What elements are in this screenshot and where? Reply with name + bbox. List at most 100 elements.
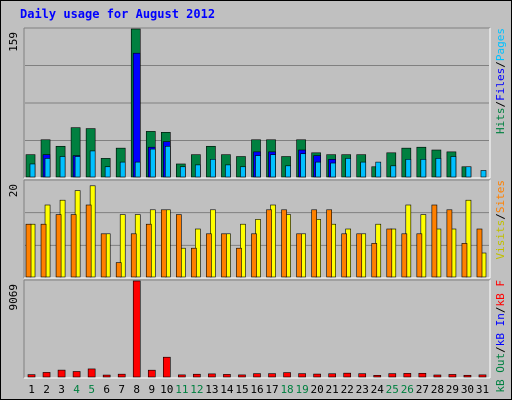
x-tick-label: 15	[235, 383, 248, 396]
bar-sites	[221, 233, 227, 278]
chart-panels: 159 20 9069	[7, 27, 491, 379]
bar-sites	[461, 243, 468, 278]
bar-pages	[59, 156, 66, 178]
bar-sites	[206, 233, 212, 278]
bar-kb	[178, 374, 186, 378]
x-tick-label: 9	[148, 383, 155, 396]
legend-label: /	[494, 307, 507, 314]
x-tick-label: 23	[356, 383, 369, 396]
bar-sites	[341, 233, 348, 278]
bar-pages	[315, 161, 321, 178]
panel-background	[24, 280, 490, 378]
bar-kb	[57, 369, 66, 378]
legend-label-group: Visits/Sites	[494, 180, 507, 260]
x-tick-label: 17	[265, 383, 278, 396]
bar-pages	[149, 148, 156, 178]
bar-pages	[405, 159, 412, 178]
bar-sites	[386, 228, 393, 278]
bar-sites	[251, 233, 257, 278]
bar-visits	[119, 214, 126, 278]
bar-sites	[446, 209, 453, 278]
bar-pages	[300, 153, 306, 178]
bar-kb	[238, 374, 246, 378]
bar-sites	[85, 204, 92, 278]
bar-sites	[70, 214, 77, 278]
legend-label: Hits	[494, 108, 507, 135]
legend-label: Files	[494, 68, 507, 101]
bar-kb	[403, 373, 412, 378]
bar-pages	[164, 145, 171, 178]
x-tick-label: 27	[416, 383, 429, 396]
bar-kb	[162, 356, 171, 378]
bar-kb	[117, 373, 126, 378]
bar-sites	[371, 243, 378, 278]
x-tick-label: 21	[326, 383, 339, 396]
bar-kb	[283, 372, 291, 378]
bar-pages	[285, 165, 291, 178]
bar-kb	[132, 280, 141, 378]
panel-bottom: 9069	[7, 279, 491, 379]
bar-pages	[270, 154, 276, 178]
bar-sites	[25, 223, 32, 278]
bar-kb	[102, 374, 111, 378]
bar-pages	[119, 161, 126, 178]
bar-pages	[29, 163, 36, 178]
bar-kb	[268, 373, 276, 378]
bar-sites	[431, 204, 438, 278]
bar-sites	[160, 209, 167, 278]
bar-sites	[356, 233, 363, 278]
bar-sites	[236, 247, 242, 278]
x-tick-label: 10	[160, 383, 173, 396]
bar-sites	[40, 223, 47, 278]
bar-pages	[420, 159, 427, 178]
bar-pages	[74, 156, 81, 178]
panel-middle: 20	[7, 179, 491, 279]
legend-label: /	[494, 101, 507, 108]
bar-sites	[191, 247, 197, 278]
bar-kb	[328, 373, 336, 378]
x-tick-label: 28	[431, 383, 444, 396]
bar-sites	[176, 214, 182, 278]
legend-label: Pages	[494, 28, 507, 61]
x-tick-label: 13	[205, 383, 218, 396]
x-tick-label: 24	[371, 383, 385, 396]
bar-sites	[311, 209, 317, 278]
bar-pages	[345, 158, 352, 178]
bar-sites	[130, 233, 137, 278]
bar-kb	[418, 372, 427, 378]
bar-kb	[253, 373, 261, 378]
x-tick-label: 12	[190, 383, 203, 396]
bar-kb	[223, 374, 231, 378]
bar-kb	[87, 368, 96, 378]
bar-pages	[210, 159, 216, 178]
x-axis-labels: 1 2 3 4 5 6 7 8 9 10 11 12 13 14 15 16 17 18 19 20 21 22 23 24 2…	[28, 383, 489, 396]
bar-kb	[193, 373, 201, 378]
bar-kb	[358, 373, 367, 378]
bar-sites	[401, 233, 408, 278]
bar-sites	[145, 223, 152, 278]
bar-kb	[478, 374, 487, 378]
legend-label: /	[494, 213, 507, 220]
bar-pages	[104, 166, 111, 178]
legend-label-group: kB Out/kB In/kB F	[494, 280, 507, 393]
bar-pages	[330, 162, 336, 178]
x-tick-label: 5	[88, 383, 95, 396]
bar-sites	[281, 209, 287, 278]
x-tick-label: 31	[476, 383, 489, 396]
x-tick-label: 26	[401, 383, 414, 396]
bar-pages	[180, 166, 186, 178]
bar-kb	[42, 372, 51, 378]
bar-sites	[476, 228, 483, 278]
x-tick-label: 6	[103, 383, 110, 396]
legend-label: Sites	[494, 180, 507, 213]
bar-pages	[360, 161, 367, 178]
axis-max-label: 159	[7, 32, 20, 52]
axis-max-label: 20	[7, 184, 20, 197]
bar-pages	[375, 161, 382, 178]
bar-files	[132, 52, 141, 178]
bar-sites	[326, 209, 332, 278]
bar-pages	[195, 164, 201, 178]
bar-sites	[266, 209, 272, 278]
